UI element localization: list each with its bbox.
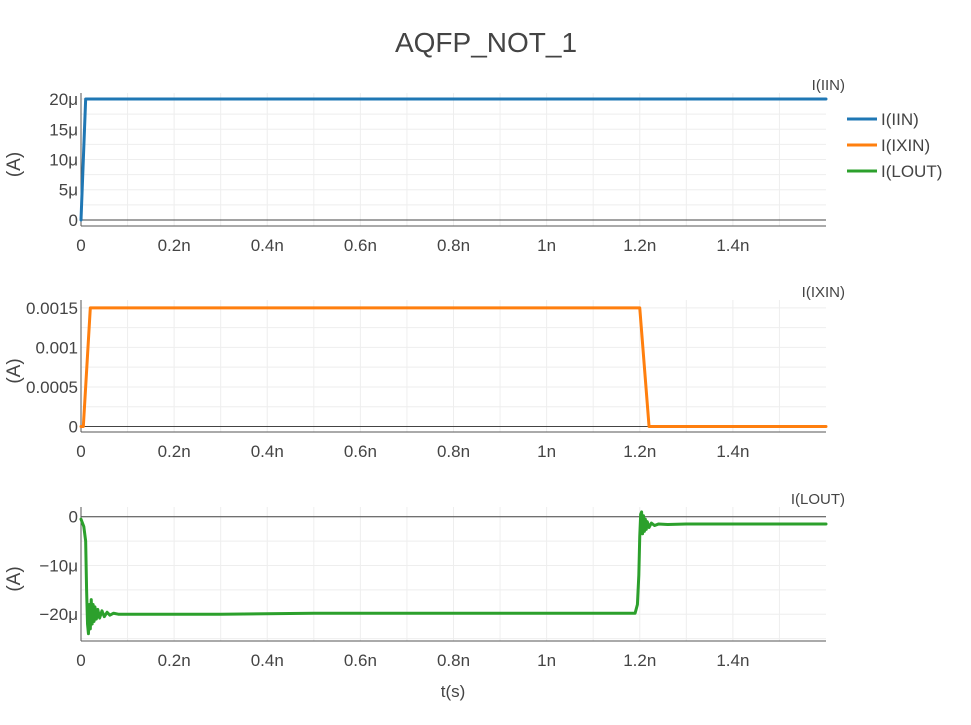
x-tick-label: 0.2n	[158, 651, 191, 670]
chart-title: AQFP_NOT_1	[395, 27, 577, 58]
x-tick-label: 1.4n	[716, 651, 749, 670]
x-tick-label: 0.8n	[437, 651, 470, 670]
y-tick-label: −20μ	[39, 605, 78, 624]
x-tick-label: 0.4n	[251, 236, 284, 255]
legend-label: I(IIN)	[881, 110, 919, 129]
legend: I(IIN) I(IXIN) I(LOUT)	[847, 110, 942, 181]
x-tick-label: 0.2n	[158, 442, 191, 461]
x-tick-label: 1.4n	[716, 442, 749, 461]
x-tick-label: 1.2n	[623, 651, 656, 670]
x-tick-label: 0.4n	[251, 651, 284, 670]
x-tick-label: 1.4n	[716, 236, 749, 255]
y-axis-title: (A)	[4, 152, 25, 177]
x-tick-label: 0.2n	[158, 236, 191, 255]
x-tick-label: 1n	[537, 236, 556, 255]
x-tick-label: 0	[76, 236, 85, 255]
x-tick-label: 0.4n	[251, 442, 284, 461]
subplot-2: 0 0.2n 0.4n 0.6n 0.8n 1n 1.2n 1.4n 0 0.0005 0.001 0…	[4, 284, 845, 461]
subplot-title: I(IXIN)	[802, 284, 845, 301]
legend-label: I(IXIN)	[881, 136, 930, 155]
series-line-i-ixin	[79, 306, 828, 428]
x-tick-label: 1.2n	[623, 442, 656, 461]
y-tick-label: 10μ	[49, 151, 78, 170]
x-tick-label: 0.6n	[344, 236, 377, 255]
legend-label: I(LOUT)	[881, 162, 942, 181]
legend-item[interactable]: I(LOUT)	[847, 162, 942, 181]
subplot-1: 0 0.2n 0.4n 0.6n 0.8n 1n 1.2n 1.4n 0 5μ 10μ 15μ 20μ (…	[4, 77, 845, 255]
y-tick-label: 0.0015	[26, 299, 78, 318]
y-tick-label: 20μ	[49, 90, 78, 109]
subplot-3: 0 0.2n 0.4n 0.6n 0.8n 1n 1.2n 1.4n 0 −10μ −20μ (A) I…	[4, 491, 845, 670]
subplot-title: I(LOUT)	[791, 491, 845, 508]
x-tick-label: 0.6n	[344, 651, 377, 670]
legend-item[interactable]: I(IIN)	[847, 110, 919, 129]
x-tick-label: 0.6n	[344, 442, 377, 461]
y-tick-label: 5μ	[59, 181, 78, 200]
series-line-i-iin	[79, 97, 828, 222]
y-tick-label: −10μ	[39, 556, 78, 575]
x-tick-label: 1n	[537, 651, 556, 670]
x-tick-label: 0	[76, 651, 85, 670]
x-tick-label: 1n	[537, 442, 556, 461]
y-axis-title: (A)	[4, 358, 25, 383]
x-tick-label: 1.2n	[623, 236, 656, 255]
series-line-i-lout	[79, 510, 828, 636]
subplot-title: I(IIN)	[812, 77, 845, 94]
y-tick-label: 0.001	[35, 338, 78, 357]
y-tick-label: 15μ	[49, 120, 78, 139]
x-tick-label: 0.8n	[437, 236, 470, 255]
x-tick-label: 0	[76, 442, 85, 461]
y-tick-label: 0	[69, 417, 78, 436]
y-tick-label: 0.0005	[26, 378, 78, 397]
x-tick-label: 0.8n	[437, 442, 470, 461]
y-tick-label: 0	[69, 211, 78, 230]
y-tick-label: 0	[69, 508, 78, 527]
legend-item[interactable]: I(IXIN)	[847, 136, 930, 155]
x-axis-title: t(s)	[441, 682, 466, 701]
y-axis-title: (A)	[4, 566, 25, 591]
